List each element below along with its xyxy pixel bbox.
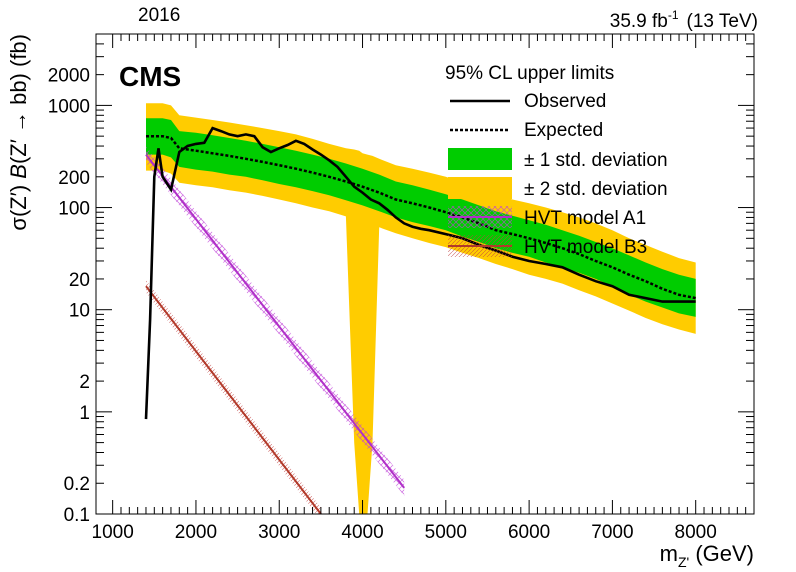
expected-line bbox=[146, 134, 696, 300]
legend-observed-label: Observed bbox=[524, 91, 606, 112]
y-tick-label: 2000 bbox=[48, 66, 90, 87]
band-1sigma bbox=[146, 118, 696, 317]
y-tick-label: 100 bbox=[58, 199, 90, 220]
legend-1sigma-label: ± 1 std. deviation bbox=[524, 150, 668, 171]
y-axis-title: σ(Z′) B(Z′ → bb) (fb) bbox=[6, 34, 31, 231]
y-tick-label: 20 bbox=[69, 270, 90, 291]
lumi-exponent: -1 bbox=[668, 8, 679, 22]
lumi-label: 35.9 fb-1 (13 TeV) bbox=[610, 8, 758, 32]
legend: 95% CL upper limits Observed Expected ± … bbox=[445, 63, 668, 258]
plot-frame bbox=[95, 33, 755, 515]
y-tick-label: 10 bbox=[69, 301, 90, 322]
hvt-b3-line bbox=[145, 285, 322, 514]
x-tick-label: 2000 bbox=[175, 522, 217, 543]
cms-label: CMS bbox=[119, 61, 181, 92]
y-tick-label: 0.1 bbox=[64, 505, 90, 526]
legend-2sigma-swatch bbox=[448, 177, 512, 199]
x-tick-label: 1000 bbox=[92, 522, 134, 543]
lumi-value: 35.9 fb bbox=[610, 11, 668, 32]
legend-a1-label: HVT model A1 bbox=[524, 208, 646, 229]
y-axis: 0.1 0.2 1 2 10 20 100 200 1000 2000 bbox=[48, 33, 754, 526]
energy-label: (13 TeV) bbox=[687, 11, 758, 32]
y-tick-label: 200 bbox=[58, 168, 90, 189]
hvt-a1-line bbox=[145, 153, 405, 489]
x-tick-label: 3000 bbox=[258, 522, 300, 543]
x-tick-label: 7000 bbox=[591, 522, 633, 543]
legend-1sigma-swatch bbox=[448, 148, 512, 170]
legend-b3-label: HVT model B3 bbox=[524, 237, 647, 258]
legend-2sigma-label: ± 2 std. deviation bbox=[524, 179, 668, 200]
x-tick-label: 4000 bbox=[341, 522, 383, 543]
x-axis: 1000 2000 3000 4000 5000 6000 7000 8000 bbox=[92, 34, 747, 543]
x-tick-label: 5000 bbox=[425, 522, 467, 543]
observed-line bbox=[144, 126, 696, 420]
y-tick-label: 2 bbox=[79, 372, 90, 393]
x-tick-label: 6000 bbox=[508, 522, 550, 543]
legend-expected-label: Expected bbox=[524, 120, 603, 141]
x-tick-label: 8000 bbox=[675, 522, 717, 543]
y-tick-label: 0.2 bbox=[64, 474, 90, 495]
legend-title: 95% CL upper limits bbox=[445, 63, 614, 84]
y-tick-label: 1000 bbox=[48, 96, 90, 117]
y-tick-label: 1 bbox=[79, 403, 90, 424]
x-axis-title: mZ' (GeV) bbox=[660, 541, 754, 570]
year-label: 2016 bbox=[138, 5, 180, 26]
